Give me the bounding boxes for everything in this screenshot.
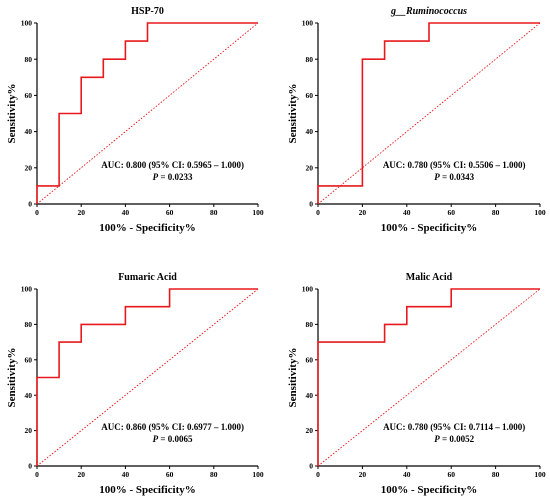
auc-annotation: AUC: 0.860 (95% CI: 0.6977 ‒ 1.000): [101, 422, 244, 432]
x-tick-label: 100: [534, 470, 546, 479]
y-tick-label: 100: [302, 19, 314, 28]
y-tick-label: 80: [306, 320, 314, 329]
reference-line: [317, 22, 541, 205]
auc-annotation: AUC: 0.780 (95% CI: 0.5506 ‒ 1.000): [383, 160, 526, 170]
x-tick-label: 0: [35, 208, 39, 217]
y-tick-label: 60: [306, 355, 314, 364]
x-tick-label: 40: [403, 208, 411, 217]
x-tick-label: 100: [534, 208, 546, 217]
p-value-annotation: P = 0.0343: [434, 172, 474, 182]
y-tick-label: 80: [25, 320, 33, 329]
y-tick-label: 20: [25, 426, 33, 435]
x-tick-label: 60: [447, 208, 455, 217]
chart-title: Fumaric Acid: [118, 272, 177, 283]
y-tick-label: 80: [306, 55, 314, 64]
roc-curve: [36, 22, 258, 204]
y-tick-label: 20: [306, 163, 314, 172]
y-tick-label: 20: [306, 426, 314, 435]
roc-panel-1: 0 20 40 60 80 100 0 20 40 60 80 100 HSP-70 100% - Spe…: [6, 6, 264, 234]
auc-annotation: AUC: 0.800 (95% CI: 0.5965 ‒ 1.000): [101, 160, 244, 170]
p-value-annotation: P = 0.0233: [153, 172, 193, 182]
x-tick-label: 0: [35, 470, 39, 479]
x-axis-label: 100% - Specificity%: [381, 222, 478, 234]
x-tick-label: 60: [447, 470, 455, 479]
p-value: = 0.0065: [158, 434, 193, 444]
x-tick-label: 0: [316, 208, 320, 217]
reference-line: [36, 22, 259, 205]
y-axis-label: Sensitivity%: [287, 348, 299, 408]
x-tick-label: 20: [359, 208, 367, 217]
x-tick-label: 40: [122, 470, 130, 479]
x-tick-label: 80: [210, 208, 218, 217]
x-tick-label: 20: [359, 470, 367, 479]
x-tick-label: 40: [122, 208, 130, 217]
y-tick-label: 100: [302, 285, 314, 294]
y-tick-label: 100: [21, 19, 33, 28]
x-tick-label: 0: [316, 470, 320, 479]
y-axis-label: Sensitivity%: [6, 84, 18, 144]
chart-title: HSP-70: [131, 6, 164, 17]
p-symbol: P: [434, 172, 440, 182]
x-tick-label: 100: [252, 208, 264, 217]
p-value: = 0.0052: [440, 434, 475, 444]
reference-line: [317, 288, 541, 467]
p-value: = 0.0233: [158, 172, 193, 182]
x-tick-label: 20: [77, 208, 85, 217]
y-tick-label: 40: [306, 127, 314, 136]
x-tick-label: 60: [166, 470, 174, 479]
y-tick-label: 60: [25, 355, 33, 364]
y-tick-label: 40: [306, 391, 314, 400]
x-tick-label: 80: [492, 470, 500, 479]
x-tick-label: 20: [77, 470, 85, 479]
y-tick-label: 60: [306, 91, 314, 100]
x-tick-label: 60: [166, 208, 174, 217]
p-symbol: P: [153, 434, 159, 444]
auc-annotation: AUC: 0.780 (95% CI: 0.7114 ‒ 1.000): [383, 422, 525, 432]
reference-line: [36, 288, 259, 467]
x-tick-label: 80: [492, 208, 500, 217]
x-axis-label: 100% - Specificity%: [99, 484, 196, 496]
p-symbol: P: [434, 434, 440, 444]
p-value-annotation: P = 0.0052: [434, 434, 474, 444]
roc-panel-2: 0 20 40 60 80 100 0 20 40 60 80 100 g__Ruminococcus 1…: [287, 6, 546, 234]
p-symbol: P: [153, 172, 159, 182]
p-value: = 0.0343: [440, 172, 475, 182]
roc-curve: [317, 288, 540, 466]
y-tick-label: 80: [25, 55, 33, 64]
roc-curve: [317, 22, 540, 204]
y-axis-label: Sensitivity%: [287, 84, 299, 144]
y-tick-label: 100: [21, 285, 33, 294]
y-axis-label: Sensitivity%: [6, 348, 18, 408]
p-value-annotation: P = 0.0065: [153, 434, 193, 444]
y-tick-label: 40: [25, 127, 33, 136]
y-tick-label: 40: [25, 391, 33, 400]
x-tick-label: 40: [403, 470, 411, 479]
x-axis-label: 100% - Specificity%: [381, 484, 478, 496]
chart-title: g__Ruminococcus: [390, 6, 467, 17]
roc-curve: [36, 288, 258, 466]
chart-title: Malic Acid: [406, 272, 453, 283]
y-tick-label: 0: [28, 462, 32, 471]
y-tick-label: 0: [309, 200, 313, 209]
x-axis-label: 100% - Specificity%: [99, 222, 196, 234]
x-tick-label: 80: [210, 470, 218, 479]
x-tick-label: 100: [252, 470, 264, 479]
y-tick-label: 20: [25, 163, 33, 172]
y-tick-label: 0: [28, 200, 32, 209]
roc-panel-3: 0 20 40 60 80 100 0 20 40 60 80 100 Fumaric Acid 100%…: [6, 272, 264, 496]
y-tick-label: 60: [25, 91, 33, 100]
y-tick-label: 0: [309, 462, 313, 471]
roc-panel-4: 0 20 40 60 80 100 0 20 40 60 80 100 Malic Acid 100% -…: [287, 272, 546, 496]
